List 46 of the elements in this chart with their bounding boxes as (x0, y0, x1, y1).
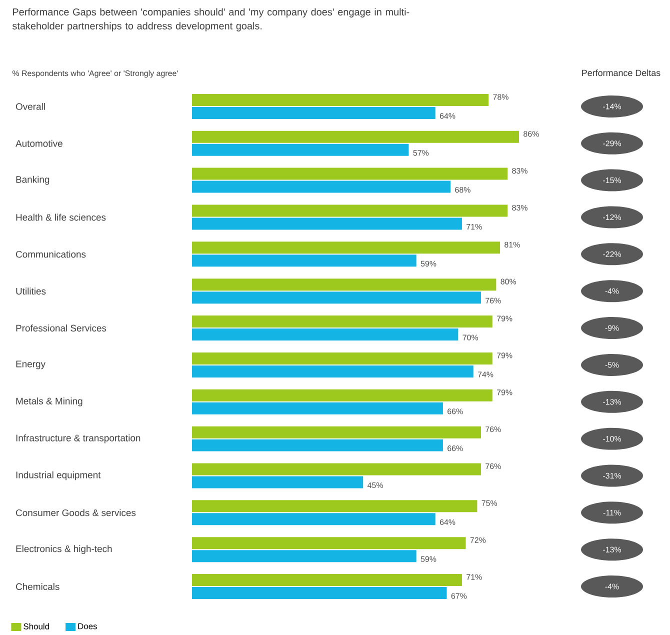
legend-label: Does (78, 623, 97, 630)
bar (192, 587, 447, 600)
bar (192, 254, 416, 267)
bar (192, 402, 443, 414)
bar (192, 242, 500, 254)
y-tick-label: Communications (16, 250, 86, 258)
y-tick-label: Infrastructure & transportation (16, 434, 140, 444)
legend-label: Should (24, 623, 50, 630)
text: Performance Deltas (582, 69, 660, 76)
y-tick-label: Banking (16, 176, 50, 185)
bar (192, 316, 492, 328)
y-tick-label: Electronics & high-tech (16, 545, 112, 554)
y-tick-label: Automotive (16, 140, 62, 147)
bar (192, 292, 481, 304)
bar (192, 278, 496, 291)
bar (192, 218, 462, 230)
bar (192, 426, 481, 438)
bar (192, 500, 478, 512)
y-tick-label: Industrial equipment (16, 471, 101, 480)
y-tick-label: Utilities (16, 288, 46, 295)
y-tick-label: Chemicals (16, 583, 60, 590)
bar (192, 144, 409, 156)
y-tick-label: Energy (16, 360, 46, 370)
bar (192, 389, 492, 402)
chart-title: Performance Gaps between 'companies should' and 'my company does' engage in multi-stakeholder partnerships to address development goals. (12, 8, 410, 32)
bar (192, 463, 481, 476)
y-tick-label: Consumer Goods & services (16, 509, 136, 516)
bar (192, 476, 364, 488)
bar (192, 365, 474, 378)
y-tick-label: Metals & Mining (16, 397, 82, 406)
bar (192, 550, 416, 562)
bar (192, 168, 508, 180)
bar (192, 537, 466, 550)
bar (192, 574, 462, 586)
y-tick-label: Overall (16, 102, 45, 110)
bar (192, 130, 520, 143)
bar (192, 106, 436, 119)
bar (192, 352, 492, 364)
bar (192, 204, 508, 217)
bar (192, 328, 458, 341)
y-tick-label: Health & life sciences (16, 214, 106, 221)
bar (192, 513, 436, 526)
bar (192, 94, 489, 106)
bar (192, 180, 451, 193)
bar (192, 439, 443, 452)
y-tick-label: Professional Services (16, 324, 106, 332)
